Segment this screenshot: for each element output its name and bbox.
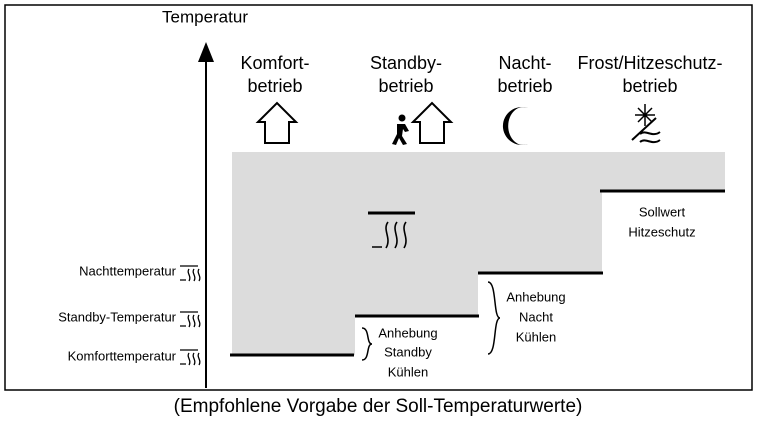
level-label: Standby-Temperatur (58, 309, 176, 324)
note: Kühlen (388, 364, 428, 379)
level-label: Nachttemperatur (79, 263, 176, 278)
moon-icon (502, 107, 528, 145)
house-icon (255, 101, 299, 144)
setpoint-area (232, 152, 725, 355)
note: Nacht (519, 309, 553, 324)
axis-label: Temperatur (162, 7, 248, 26)
mode-label: betrieb (378, 76, 433, 96)
frame (4, 4, 753, 391)
axis-arrow (198, 42, 214, 62)
mode-label: betrieb (622, 76, 677, 96)
mode-label: betrieb (247, 76, 302, 96)
mode-label: Nacht- (498, 53, 551, 73)
note: Anhebung (506, 289, 565, 304)
caption: (Empfohlene Vorgabe der Soll-Temperaturw… (174, 396, 583, 417)
note: Sollwert (639, 204, 686, 219)
mode-label: Frost/Hitzeschutz- (577, 53, 722, 73)
mode-label: Komfort- (240, 53, 309, 73)
heat-icon (631, 117, 661, 144)
runner-icon (392, 114, 409, 145)
house-icon (410, 101, 454, 144)
snow-icon (635, 104, 655, 126)
note: Anhebung (378, 325, 437, 340)
mode-label: Standby- (370, 53, 442, 73)
level-label: Komforttemperatur (68, 348, 177, 363)
cooling-symbols (180, 221, 501, 366)
note: Standby (384, 344, 432, 359)
note: Hitzeschutz (628, 224, 695, 239)
icons (255, 101, 661, 144)
note: Kühlen (516, 329, 556, 344)
setpoint-lines (230, 189, 725, 357)
mode-label: betrieb (497, 76, 552, 96)
